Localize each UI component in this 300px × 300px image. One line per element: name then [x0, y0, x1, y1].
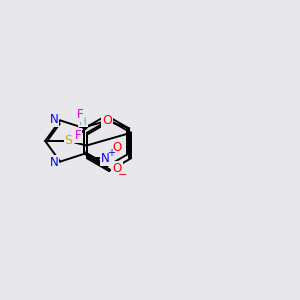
- Text: F: F: [75, 129, 81, 142]
- Text: O: O: [112, 141, 122, 154]
- Text: H: H: [79, 117, 87, 127]
- Text: N: N: [101, 152, 110, 165]
- Text: +: +: [107, 148, 115, 158]
- Text: O: O: [112, 162, 122, 175]
- Text: S: S: [64, 134, 73, 148]
- Text: N: N: [50, 156, 58, 169]
- Text: O: O: [102, 114, 112, 127]
- Text: F: F: [77, 108, 83, 121]
- Text: −: −: [118, 170, 128, 180]
- Text: N: N: [50, 113, 58, 126]
